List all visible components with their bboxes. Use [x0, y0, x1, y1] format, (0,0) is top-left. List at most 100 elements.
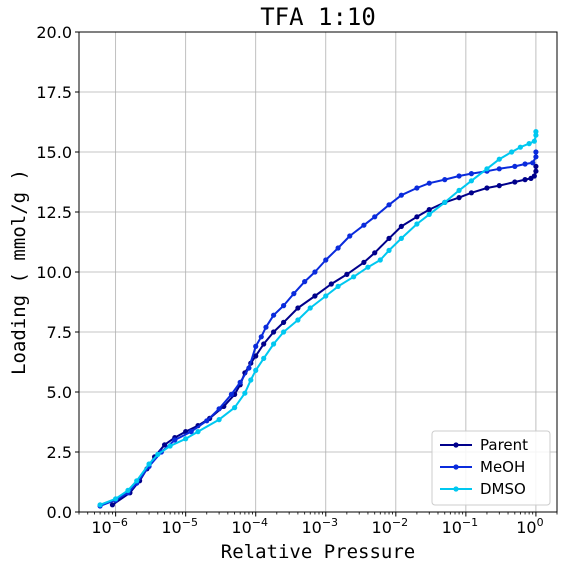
- data-point: [295, 317, 301, 323]
- data-point: [426, 211, 432, 217]
- data-point: [456, 195, 462, 201]
- y-tick-label: 12.5: [36, 203, 72, 222]
- legend-marker: [453, 442, 459, 448]
- data-point: [109, 502, 116, 508]
- data-point: [344, 271, 350, 277]
- x-tick-base: 10: [231, 518, 251, 537]
- data-point: [228, 391, 235, 397]
- data-point: [232, 405, 238, 411]
- data-point: [442, 177, 448, 183]
- x-axis-label: Relative Pressure: [221, 541, 415, 563]
- data-point: [183, 436, 189, 442]
- data-point: [302, 279, 308, 285]
- legend-label: DMSO: [480, 480, 526, 498]
- data-point: [146, 461, 152, 467]
- y-tick-label: 5.0: [47, 383, 72, 402]
- legend-marker: [453, 486, 459, 492]
- legend-entry: DMSO: [440, 480, 526, 498]
- data-point: [398, 223, 404, 229]
- series-layer: [97, 129, 539, 509]
- data-point: [456, 173, 462, 179]
- data-point: [533, 168, 539, 174]
- series-dmso: [97, 129, 539, 508]
- data-point: [271, 341, 277, 347]
- data-point: [361, 222, 367, 228]
- data-point: [161, 442, 168, 448]
- data-point: [253, 353, 259, 359]
- x-tick-exponent: −5: [182, 516, 198, 529]
- data-point: [295, 305, 301, 311]
- data-point: [246, 365, 252, 371]
- y-ticks: 0.0 2.5 5.0 7.5 10.0 12.5 15.0 17.5 20.0: [36, 23, 79, 522]
- data-point: [414, 214, 420, 220]
- data-point: [216, 406, 222, 412]
- data-point: [328, 281, 334, 287]
- y-tick-label: 20.0: [36, 23, 72, 42]
- y-tick-label: 15.0: [36, 143, 72, 162]
- data-point: [323, 257, 329, 263]
- x-tick-exponent: −1: [462, 516, 478, 529]
- data-point: [522, 161, 528, 167]
- x-tick-label: 100: [516, 516, 543, 537]
- data-point: [113, 496, 119, 502]
- data-point: [204, 418, 210, 424]
- data-point: [496, 183, 502, 189]
- data-point: [281, 329, 287, 335]
- x-tick-base: 10: [161, 518, 181, 537]
- data-point: [386, 202, 392, 208]
- data-point: [377, 257, 383, 263]
- data-point: [372, 214, 378, 220]
- legend-entry: MeOH: [440, 458, 525, 476]
- data-point: [335, 245, 341, 251]
- x-tick-label: 10−1: [442, 516, 479, 537]
- x-tick-label: 10−4: [231, 516, 268, 537]
- data-point: [216, 417, 222, 423]
- data-point: [512, 163, 518, 169]
- x-tick-exponent: −2: [392, 516, 408, 529]
- data-point: [533, 132, 539, 138]
- data-point: [414, 221, 420, 227]
- data-point: [271, 312, 277, 318]
- data-point: [134, 478, 140, 484]
- data-point: [281, 319, 287, 325]
- x-tick-label: 10−2: [372, 516, 409, 537]
- data-point: [468, 178, 475, 184]
- data-point: [484, 185, 490, 191]
- x-tick-base: 10: [516, 518, 536, 537]
- x-tick-label: 10−6: [91, 516, 128, 537]
- y-tick-label: 17.5: [36, 83, 72, 102]
- data-point: [414, 185, 420, 191]
- data-point: [281, 303, 287, 309]
- data-point: [263, 324, 269, 330]
- legend-label: Parent: [480, 436, 528, 454]
- data-point: [253, 367, 259, 373]
- data-point: [398, 192, 404, 198]
- data-point: [484, 166, 490, 172]
- data-point: [386, 247, 392, 253]
- data-point: [372, 250, 378, 256]
- data-point: [323, 293, 329, 299]
- data-point: [242, 390, 248, 396]
- y-tick-label: 2.5: [47, 443, 72, 462]
- data-point: [496, 156, 502, 162]
- data-point: [517, 144, 523, 150]
- x-tick-exponent: 0: [537, 516, 544, 529]
- x-tick-base: 10: [301, 518, 321, 537]
- data-point: [97, 502, 103, 508]
- x-tick-base: 10: [372, 518, 392, 537]
- series-meoh: [97, 149, 539, 509]
- legend-label: MeOH: [480, 458, 525, 476]
- y-axis-label: Loading ( mmol/g ): [8, 169, 30, 375]
- data-point: [442, 199, 448, 205]
- legend-marker: [453, 464, 459, 470]
- data-point: [312, 293, 318, 299]
- data-point: [512, 179, 518, 185]
- data-point: [237, 379, 243, 385]
- data-point: [195, 429, 201, 435]
- x-tick-base: 10: [91, 518, 111, 537]
- data-point: [456, 187, 462, 193]
- data-point: [533, 129, 539, 135]
- legend-box: [431, 430, 551, 506]
- data-point: [291, 291, 297, 297]
